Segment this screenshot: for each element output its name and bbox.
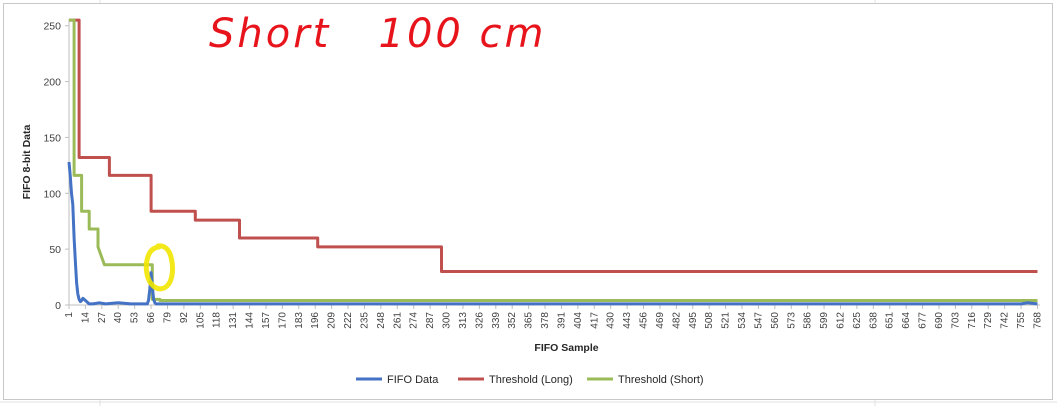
x-tick-label: 755	[1016, 312, 1027, 329]
x-tick-label: 469	[655, 312, 666, 329]
x-tick-label: 326	[474, 312, 485, 329]
x-tick-label: 92	[179, 312, 190, 324]
y-tick-label: 250	[43, 21, 61, 33]
x-tick-label: 105	[195, 312, 206, 329]
y-tick-label: 50	[49, 244, 61, 256]
x-tick-label: 456	[639, 312, 650, 329]
series-line-2	[69, 18, 1038, 302]
y-axis: 0 50 100 150 200 250	[43, 19, 70, 312]
x-tick-label: 222	[343, 312, 354, 329]
x-tick-label: 1	[64, 312, 75, 318]
x-tick-label: 430	[606, 312, 617, 329]
y-axis-title: FIFO 8-bit Data	[21, 125, 33, 200]
x-tick-label: 508	[704, 312, 715, 329]
x-tick-label: 235	[359, 312, 370, 329]
y-tick-label: 0	[55, 300, 61, 312]
x-tick-label: 391	[556, 312, 567, 329]
x-tick-label: 157	[261, 312, 272, 329]
x-tick-label: 196	[310, 312, 321, 329]
x-tick-label: 14	[80, 312, 91, 324]
x-tick-label: 27	[97, 312, 108, 324]
x-tick-label: 144	[245, 312, 256, 329]
y-tick-label: 200	[43, 77, 61, 89]
x-tick-label: 274	[409, 312, 420, 329]
x-tick-label: 534	[737, 312, 748, 329]
series-layer	[67, 18, 1038, 306]
x-tick-label: 612	[835, 312, 846, 329]
x-tick-label: 547	[753, 312, 764, 329]
x-tick-label: 261	[392, 312, 403, 329]
x-tick-label: 664	[901, 312, 912, 329]
x-tick-label: 209	[327, 312, 338, 329]
legend: FIFO Data Threshold (Long) Threshold (Shor…	[356, 374, 704, 386]
x-tick-label: 573	[786, 312, 797, 329]
x-tick-label: 560	[770, 312, 781, 329]
series-line-1	[69, 18, 1038, 273]
x-tick-label: 677	[918, 312, 929, 329]
line-chart: 0 50 100 150 200 250 1 14 27 40 53 66 79 92 105 118 131…	[21, 11, 1043, 386]
x-tick-label: 53	[130, 312, 141, 324]
x-tick-label: 79	[162, 312, 173, 324]
x-tick-label: 300	[442, 312, 453, 329]
legend-label: Threshold (Short)	[618, 374, 704, 386]
x-tick-label: 118	[212, 312, 223, 328]
x-tick-label: 313	[458, 312, 469, 329]
x-tick-label: 378	[540, 312, 551, 329]
x-tick-label: 716	[967, 312, 978, 329]
x-tick-label: 742	[1000, 312, 1011, 329]
x-tick-label: 404	[573, 312, 584, 329]
x-tick-label: 729	[983, 312, 994, 329]
x-tick-label: 651	[885, 312, 896, 329]
chart-area[interactable]: 0 50 100 150 200 250 1 14 27 40 53 66 79 92 105 118 131…	[3, 3, 1053, 400]
x-tick-label: 495	[688, 312, 699, 329]
highlight-circle	[143, 243, 175, 292]
y-tick-label: 100	[43, 188, 61, 200]
x-tick-label: 768	[1032, 312, 1043, 329]
x-tick-label: 287	[425, 312, 436, 329]
legend-label: Threshold (Long)	[489, 374, 573, 386]
handwritten-annotation: Short 100 cm	[209, 11, 547, 57]
y-tick-label: 150	[43, 132, 61, 144]
x-tick-label: 40	[113, 312, 124, 324]
x-tick-label: 690	[934, 312, 945, 329]
x-tick-label: 365	[524, 312, 535, 329]
x-tick-label: 131	[228, 312, 239, 329]
x-tick-label: 248	[376, 312, 387, 329]
x-tick-label: 482	[671, 312, 682, 329]
x-tick-label: 417	[589, 312, 600, 329]
x-axis-title: FIFO Sample	[534, 342, 598, 354]
x-tick-label: 599	[819, 312, 830, 329]
x-tick-label: 703	[950, 312, 961, 329]
x-tick-label: 625	[852, 312, 863, 329]
x-tick-label: 66	[146, 312, 157, 324]
legend-label: FIFO Data	[387, 374, 439, 386]
x-tick-label: 170	[277, 312, 288, 329]
x-axis: 1 14 27 40 53 66 79 92 105 118 131 144 157 170 183 196 2…	[64, 304, 1043, 329]
x-tick-label: 586	[803, 312, 814, 329]
x-tick-label: 521	[721, 312, 732, 329]
x-tick-label: 443	[622, 312, 633, 329]
series-line-0	[67, 161, 1038, 306]
x-tick-label: 352	[507, 312, 518, 329]
x-tick-label: 183	[294, 312, 305, 329]
x-tick-label: 638	[868, 312, 879, 329]
x-tick-label: 339	[491, 312, 502, 329]
